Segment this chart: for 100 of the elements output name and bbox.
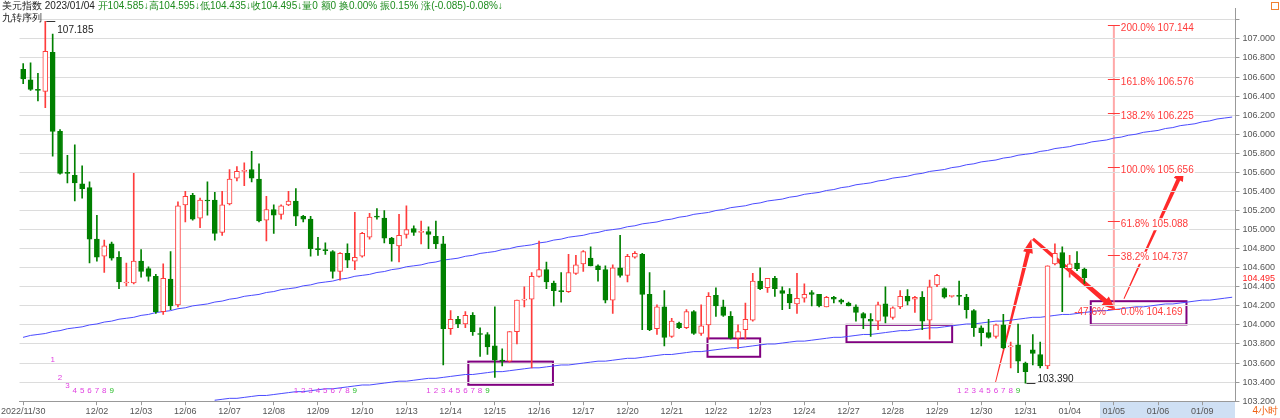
y-tick-label: 104.400 [1242, 281, 1276, 292]
candlestick [521, 286, 528, 308]
x-tick-label: 2022/11/30 [1, 406, 46, 417]
x-tick-label: 01/05 [1102, 406, 1126, 417]
candlestick [912, 296, 918, 313]
annotation: 4 [978, 385, 984, 395]
y-tick-label: 106.200 [1242, 109, 1276, 120]
y-tick-label: 103.600 [1242, 357, 1276, 368]
candlestick [1029, 334, 1036, 366]
annotation: 1 [293, 385, 299, 395]
annotation: 3 [65, 380, 70, 390]
y-tick-label: 106.800 [1242, 52, 1276, 63]
annotation: 5 [79, 385, 85, 395]
annotation: 5 [455, 385, 461, 395]
ref-line-label: 61.8% 105.088 [1120, 217, 1189, 229]
annotation: 4 [315, 385, 321, 395]
x-tick-label: 12/31 [1014, 406, 1037, 417]
candlestick [536, 240, 542, 278]
candlestick [956, 280, 962, 306]
x-tick-label: 01/09 [1191, 406, 1214, 417]
x-tick-label: 12/24 [793, 406, 816, 417]
annotation: 7 [337, 385, 343, 395]
annotation: 3 [971, 385, 977, 395]
candlestick [808, 290, 815, 307]
ref-line-label: 0.0% 104.169 [1120, 305, 1184, 317]
candlestick [270, 204, 277, 234]
annotation: 9 [109, 385, 114, 395]
x-tick-label: 12/16 [527, 406, 551, 417]
candlestick [492, 306, 498, 378]
x-tick-label: 12/06 [174, 406, 197, 417]
annotation: 2 [57, 373, 63, 383]
x-tick-label: 12/15 [483, 406, 507, 417]
y-tick-label: 104.200 [1242, 300, 1276, 311]
ref-line-label: 138.2% 106.225 [1120, 109, 1195, 121]
y-tick-label: 105.800 [1242, 147, 1276, 158]
y-tick-label: 104.800 [1242, 243, 1276, 254]
x-tick-label: 01/04 [1058, 406, 1081, 417]
text: 103.390 [1037, 372, 1074, 384]
candlestick [79, 165, 85, 199]
annotation: 5 [323, 385, 328, 395]
x-tick-label: 12/27 [837, 406, 860, 417]
text: 4小时 [1252, 405, 1278, 416]
annotation: 6 [463, 385, 468, 395]
annotation: 8 [102, 385, 107, 395]
annotation: 3 [308, 385, 313, 395]
annotation: 9 [485, 385, 490, 395]
annotation: 2 [300, 385, 306, 395]
candlestick [1059, 246, 1066, 312]
x-tick-label: 12/20 [616, 406, 639, 417]
chart-subtitle: 开104.585↓高104.595↓低104.435↓收104.495↓量0 额0 换0.00% 振0.15% 涨(-0.085)-0.08%↓ [97, 0, 503, 11]
annotation: 4 [72, 385, 77, 395]
candlestick [374, 208, 380, 220]
ref-line-label: 161.8% 106.576 [1120, 76, 1195, 88]
y-tick-label: 105.600 [1242, 166, 1276, 177]
annotation: 4 [448, 385, 453, 395]
x-tick-label: 12/28 [881, 406, 905, 417]
y-tick-label: 103.800 [1242, 338, 1276, 349]
x-tick-label: 12/07 [218, 406, 241, 417]
annotation: 9 [1015, 385, 1021, 395]
chart-title: 美元指数 2023/01/04 [2, 0, 95, 11]
candlestick [617, 234, 623, 278]
y-tick-label: 103.200 [1242, 395, 1276, 406]
annotation: 2 [964, 385, 969, 395]
y-tick-label: 104.000 [1242, 319, 1276, 330]
x-tick-label: 12/10 [350, 406, 374, 417]
candlestick [1007, 341, 1014, 369]
x-tick-label: 12/02 [85, 406, 109, 417]
x-tick-label: 12/29 [925, 406, 949, 417]
candlestick [499, 348, 506, 367]
text: 107.185 [57, 24, 94, 36]
annotation: 1 [50, 355, 55, 365]
annotation: 3 [441, 385, 446, 395]
y-tick-label: 106.400 [1242, 90, 1276, 101]
ref-line-label: 38.2% 104.737 [1120, 251, 1189, 263]
candlestick [396, 214, 402, 263]
y-tick-label: 107.000 [1242, 33, 1276, 44]
candlestick [779, 286, 786, 310]
x-tick-label: 12/22 [704, 406, 728, 417]
annotation: 8 [1008, 385, 1013, 395]
annotation: 9 [352, 385, 358, 395]
annotation: 7 [94, 385, 100, 395]
y-tick-label: 105.200 [1242, 205, 1276, 215]
candlestick [528, 272, 535, 369]
y-tick-label: 105.400 [1242, 185, 1276, 196]
candlestick [71, 144, 78, 202]
y-tick-label: 103.400 [1242, 376, 1276, 387]
annotation: 1 [956, 385, 962, 395]
text: 104.495 [1242, 272, 1275, 283]
y-tick-label: 104.600 [1242, 262, 1276, 273]
annotation: 1 [426, 385, 431, 395]
y-tick-label: 106.000 [1242, 128, 1276, 139]
x-tick-label: 12/21 [660, 406, 683, 417]
annotation: 5 [986, 385, 991, 395]
annotation: 2 [433, 385, 439, 395]
x-tick-label: 12/08 [262, 406, 286, 417]
x-tick-label: 12/14 [439, 406, 462, 417]
annotation: 6 [87, 385, 92, 395]
annotation: 8 [345, 385, 350, 395]
x-tick-label: 01/06 [1146, 406, 1170, 417]
annotation: 7 [1001, 385, 1006, 395]
